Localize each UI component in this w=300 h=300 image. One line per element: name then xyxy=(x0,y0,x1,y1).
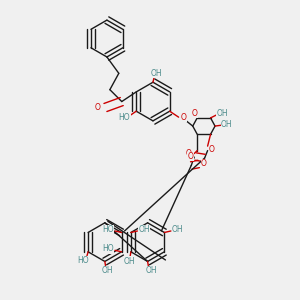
Text: HO: HO xyxy=(102,244,114,253)
Text: O: O xyxy=(188,152,193,161)
Text: OH: OH xyxy=(221,120,233,129)
Text: O: O xyxy=(201,160,207,169)
Text: O: O xyxy=(95,103,101,112)
Text: O: O xyxy=(185,149,191,158)
Text: HO: HO xyxy=(118,113,130,122)
Text: HO: HO xyxy=(77,256,88,265)
Text: OH: OH xyxy=(124,257,135,266)
Text: OH: OH xyxy=(217,109,228,118)
Text: O: O xyxy=(181,113,187,122)
Text: OH: OH xyxy=(146,266,157,275)
Text: O: O xyxy=(191,109,197,118)
Text: OH: OH xyxy=(151,69,162,78)
Text: OH: OH xyxy=(172,225,184,234)
Text: O: O xyxy=(209,145,215,154)
Text: OH: OH xyxy=(102,266,114,275)
Text: HO: HO xyxy=(102,225,114,234)
Text: OH: OH xyxy=(139,225,150,234)
